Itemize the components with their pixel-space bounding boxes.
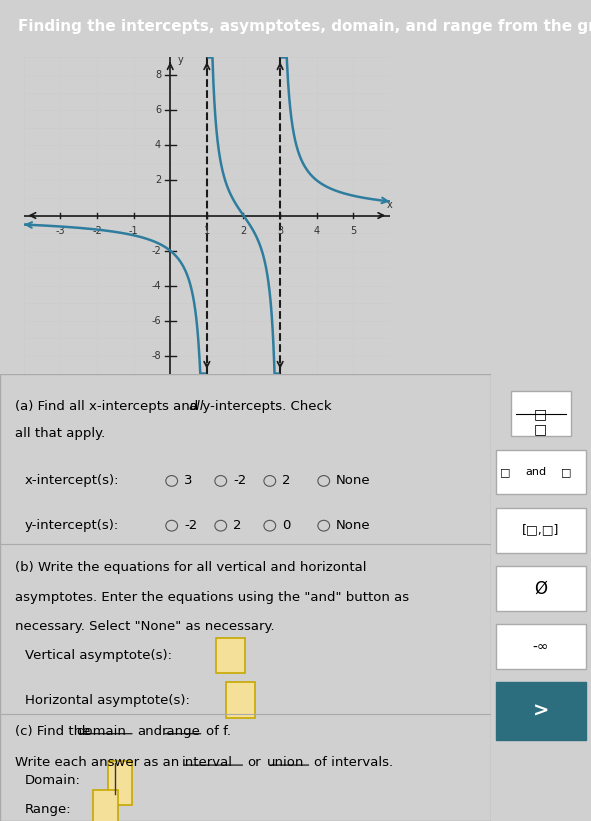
Text: -1: -1 (129, 226, 138, 236)
Text: □: □ (561, 467, 571, 477)
Text: -4: -4 (151, 281, 161, 291)
Text: Range:: Range: (24, 803, 71, 816)
Text: [□,□]: [□,□] (522, 524, 560, 537)
Text: 6: 6 (155, 105, 161, 115)
Text: 1: 1 (204, 226, 210, 236)
Text: and: and (137, 725, 163, 738)
Text: -6: -6 (151, 316, 161, 326)
Text: 3: 3 (184, 475, 193, 488)
Text: all: all (189, 401, 204, 414)
Text: □: □ (534, 423, 547, 437)
Text: Ø: Ø (534, 580, 547, 598)
Text: 0: 0 (282, 519, 290, 532)
Text: 2: 2 (233, 519, 242, 532)
Bar (495, 566, 586, 611)
Text: all that apply.: all that apply. (15, 427, 105, 440)
Text: or: or (248, 756, 261, 769)
Text: -2: -2 (184, 519, 197, 532)
Text: 2: 2 (155, 176, 161, 186)
Text: -8: -8 (151, 351, 161, 361)
Text: Finding the intercepts, asymptotes, domain, and range from the graph of ...: Finding the intercepts, asymptotes, doma… (18, 19, 591, 34)
Text: 3: 3 (277, 226, 283, 236)
Text: of f.: of f. (206, 725, 231, 738)
Text: -∞: -∞ (532, 640, 549, 654)
Text: asymptotes. Enter the equations using the "and" button as: asymptotes. Enter the equations using th… (15, 590, 409, 603)
Text: union: union (267, 756, 305, 769)
Text: 4: 4 (155, 140, 161, 150)
Text: domain: domain (76, 725, 126, 738)
Bar (93, 790, 118, 821)
Text: range: range (162, 725, 201, 738)
Bar (216, 638, 245, 673)
Bar (495, 450, 586, 494)
Text: x: x (387, 200, 392, 210)
Text: necessary. Select "None" as necessary.: necessary. Select "None" as necessary. (15, 620, 274, 633)
Text: x-intercept(s):: x-intercept(s): (24, 475, 119, 488)
Text: -2: -2 (151, 245, 161, 255)
Text: (b) Write the equations for all vertical and horizontal: (b) Write the equations for all vertical… (15, 562, 366, 575)
Text: 2: 2 (282, 475, 291, 488)
Text: 4: 4 (314, 226, 320, 236)
Text: None: None (336, 475, 371, 488)
Text: 5: 5 (350, 226, 356, 236)
Text: (a) Find all x-intercepts and y-intercepts. Check: (a) Find all x-intercepts and y-intercep… (15, 401, 332, 414)
Text: 2: 2 (241, 226, 246, 236)
Bar (495, 624, 586, 669)
Text: -2: -2 (233, 475, 246, 488)
Bar (495, 682, 586, 741)
Text: None: None (336, 519, 371, 532)
Bar (108, 760, 132, 805)
Text: 8: 8 (155, 70, 161, 80)
Text: interval: interval (181, 756, 232, 769)
Text: y: y (177, 55, 183, 65)
Text: >: > (532, 702, 549, 721)
Text: y-intercept(s):: y-intercept(s): (24, 519, 119, 532)
Text: and: and (525, 467, 546, 477)
Text: -2: -2 (92, 226, 102, 236)
Text: (c) Find the: (c) Find the (15, 725, 90, 738)
Text: Horizontal asymptote(s):: Horizontal asymptote(s): (24, 694, 189, 707)
Text: Vertical asymptote(s):: Vertical asymptote(s): (24, 649, 171, 662)
Text: Write each answer as an: Write each answer as an (15, 756, 179, 769)
Text: of intervals.: of intervals. (314, 756, 393, 769)
Bar (511, 392, 571, 436)
Text: Domain:: Domain: (24, 774, 80, 787)
Text: -3: -3 (56, 226, 65, 236)
Text: □: □ (501, 467, 511, 477)
Bar (226, 682, 255, 718)
Text: □: □ (534, 407, 547, 421)
Bar (495, 507, 586, 553)
